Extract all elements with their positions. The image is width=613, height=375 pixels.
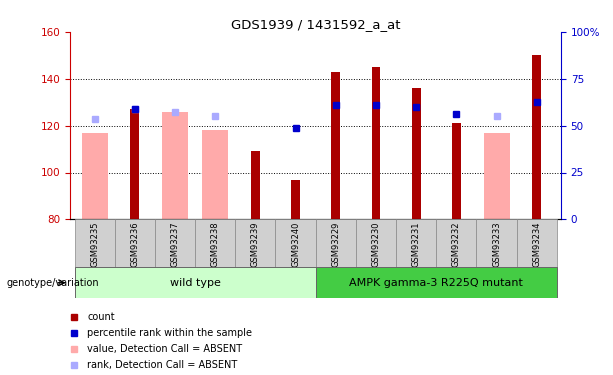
Bar: [332, 72, 340, 219]
Bar: [251, 152, 260, 219]
Text: GSM93239: GSM93239: [251, 222, 260, 267]
Text: GSM93231: GSM93231: [412, 222, 421, 267]
Text: percentile rank within the sample: percentile rank within the sample: [87, 328, 252, 338]
Text: GSM93240: GSM93240: [291, 222, 300, 267]
Text: count: count: [87, 312, 115, 322]
Bar: [532, 56, 541, 219]
Title: GDS1939 / 1431592_a_at: GDS1939 / 1431592_a_at: [231, 18, 400, 31]
Bar: [75, 267, 316, 298]
Bar: [476, 219, 517, 268]
Bar: [356, 219, 396, 268]
Text: GSM93232: GSM93232: [452, 222, 461, 267]
Bar: [396, 219, 436, 268]
Bar: [82, 133, 108, 219]
Text: AMPK gamma-3 R225Q mutant: AMPK gamma-3 R225Q mutant: [349, 278, 524, 288]
Bar: [202, 130, 228, 219]
Bar: [291, 180, 300, 219]
Bar: [316, 219, 356, 268]
Bar: [162, 112, 188, 219]
Text: GSM93235: GSM93235: [90, 222, 99, 267]
Text: wild type: wild type: [170, 278, 221, 288]
Bar: [436, 219, 476, 268]
Text: GSM93229: GSM93229: [331, 222, 340, 267]
Bar: [484, 133, 509, 219]
Bar: [155, 219, 195, 268]
Text: GSM93233: GSM93233: [492, 222, 501, 267]
Bar: [115, 219, 155, 268]
Text: rank, Detection Call = ABSENT: rank, Detection Call = ABSENT: [87, 360, 237, 370]
Bar: [275, 219, 316, 268]
Text: GSM93236: GSM93236: [131, 222, 139, 267]
Bar: [452, 123, 461, 219]
Bar: [235, 219, 275, 268]
Bar: [371, 67, 381, 219]
Bar: [75, 219, 115, 268]
Text: GSM93238: GSM93238: [211, 222, 219, 267]
Text: GSM93237: GSM93237: [170, 222, 180, 267]
Text: GSM93234: GSM93234: [532, 222, 541, 267]
Text: value, Detection Call = ABSENT: value, Detection Call = ABSENT: [87, 344, 242, 354]
Bar: [412, 88, 421, 219]
Bar: [316, 267, 557, 298]
Bar: [131, 109, 139, 219]
Text: genotype/variation: genotype/variation: [6, 278, 99, 288]
Bar: [517, 219, 557, 268]
Text: GSM93230: GSM93230: [371, 222, 381, 267]
Bar: [195, 219, 235, 268]
